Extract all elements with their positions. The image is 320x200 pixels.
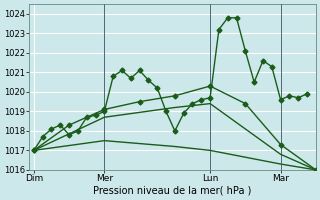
X-axis label: Pression niveau de la mer( hPa ): Pression niveau de la mer( hPa )	[93, 186, 252, 196]
